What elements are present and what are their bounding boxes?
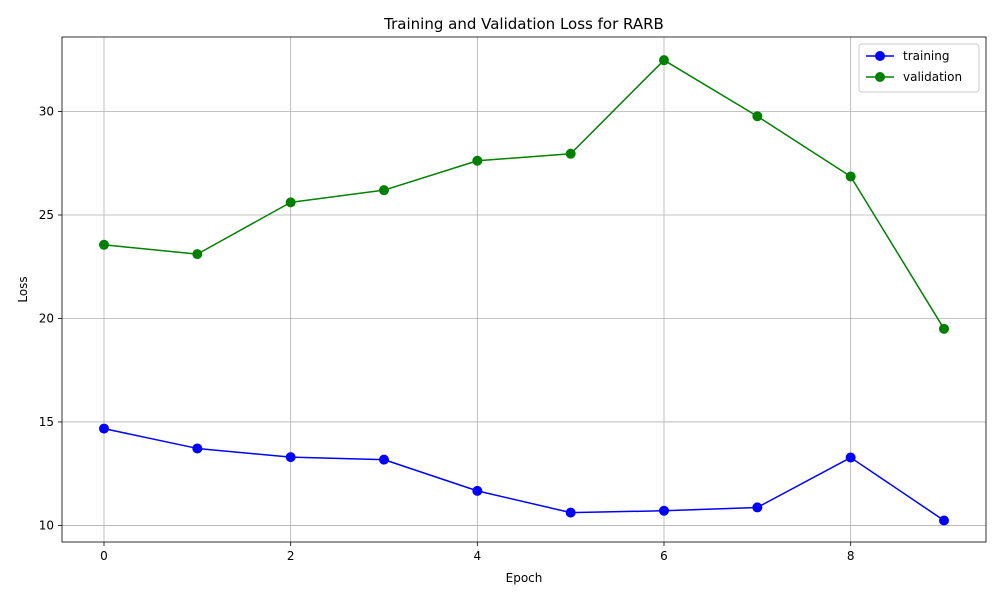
legend-label-training: training (903, 49, 950, 63)
data-point-training (192, 443, 203, 454)
legend-label-validation: validation (903, 70, 962, 84)
axes-frame (61, 36, 987, 543)
series-line-validation (103, 59, 945, 330)
data-point-validation (752, 111, 763, 122)
data-point-validation (939, 323, 949, 334)
legend: training validation (858, 43, 980, 93)
data-point-validation (99, 239, 109, 250)
legend-marker-validation (875, 72, 885, 82)
series-line-training (103, 427, 945, 522)
data-point-validation (379, 185, 389, 196)
legend-marker-training (875, 51, 885, 61)
y-grid (62, 111, 986, 526)
data-point-training (845, 452, 856, 463)
data-point-training (565, 507, 576, 518)
data-point-validation (192, 249, 203, 260)
y-axis-label: Loss (16, 276, 30, 302)
x-axis-ticks: 0 2 4 6 8 (100, 542, 854, 563)
data-point-training (659, 505, 669, 516)
data-point-training (472, 485, 483, 496)
x-grid (103, 37, 852, 542)
y-tick-label: 20 (39, 311, 54, 325)
data-point-validation (565, 148, 576, 159)
plot-area (62, 37, 986, 542)
y-tick-label: 25 (39, 208, 54, 222)
data-point-training (99, 423, 109, 434)
data-point-validation (845, 171, 856, 182)
y-tick-label: 10 (39, 518, 54, 532)
data-point-validation (472, 155, 483, 166)
data-point-validation (659, 55, 669, 66)
data-point-training (285, 452, 296, 463)
x-tick-label: 8 (847, 549, 855, 563)
data-point-training (939, 515, 949, 526)
chart-title: Training and Validation Loss for RARB (383, 15, 664, 33)
x-axis-label: Epoch (506, 571, 543, 585)
data-point-validation (285, 197, 296, 208)
series-layer (99, 55, 949, 526)
y-tick-label: 30 (39, 105, 54, 119)
y-tick-label: 15 (39, 415, 54, 429)
data-point-training (379, 454, 389, 465)
x-tick-label: 6 (660, 549, 668, 563)
x-tick-label: 4 (474, 549, 482, 563)
x-tick-label: 0 (100, 549, 108, 563)
data-point-training (752, 502, 763, 513)
x-tick-label: 2 (287, 549, 295, 563)
y-axis-ticks: 10 15 20 25 30 (39, 105, 62, 532)
